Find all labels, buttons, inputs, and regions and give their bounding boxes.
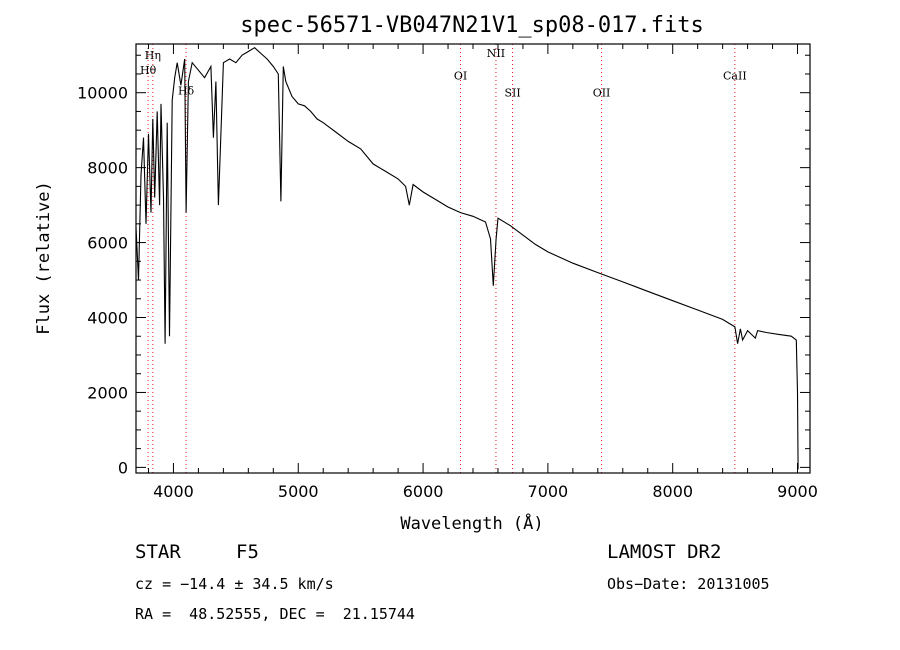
observation-date: Obs−Date: 20131005 [607, 575, 770, 593]
x-tick-label: 4000 [153, 482, 194, 501]
line-label-CaII: CaII [723, 70, 747, 83]
coordinates: RA = 48.52555, DEC = 21.15744 [135, 605, 415, 623]
line-label-OII: OII [593, 86, 611, 99]
chart-title: spec-56571-VB047N21V1_sp08-017.fits [240, 13, 704, 38]
x-tick-label: 6000 [403, 482, 444, 501]
x-axis-label: Wavelength (Å) [400, 512, 543, 534]
y-tick-label: 2000 [87, 383, 128, 402]
emission-line-markers [147, 44, 736, 473]
x-tick-label: 7000 [528, 482, 569, 501]
plot-frame [135, 43, 811, 474]
radial-velocity: cz = −14.4 ± 34.5 km/s [135, 575, 334, 593]
object-class: STAR [135, 541, 181, 563]
y-tick-label: 0 [118, 458, 128, 477]
line-label-Hη: Hη [145, 49, 161, 62]
line-label-NII: NII [487, 47, 505, 60]
x-tick-label: 8000 [652, 482, 693, 501]
line-label-Hδ: Hδ [178, 85, 195, 98]
y-tick-label: 6000 [87, 234, 128, 253]
y-tick-label: 10000 [77, 84, 128, 103]
y-tick-label: 8000 [87, 159, 128, 178]
axis-ticks: 4000 5000 6000 7000 8000 9000 0 2000 4000 6000 800… [77, 44, 818, 501]
y-tick-label: 4000 [87, 309, 128, 328]
x-tick-label: 5000 [278, 482, 319, 501]
x-tick-label: 9000 [777, 482, 818, 501]
line-label-SII: SII [504, 86, 520, 99]
object-subclass: F5 [236, 541, 259, 563]
line-labels: Hη Hθ Hδ OI NII SII OII CaII [140, 47, 747, 99]
line-label-Hθ: Hθ [140, 64, 157, 77]
spectrum-line [135, 47, 799, 470]
survey-name: LAMOST DR2 [607, 541, 722, 563]
line-label-OI: OI [454, 70, 467, 83]
y-axis-label: Flux (relative) [34, 181, 54, 335]
